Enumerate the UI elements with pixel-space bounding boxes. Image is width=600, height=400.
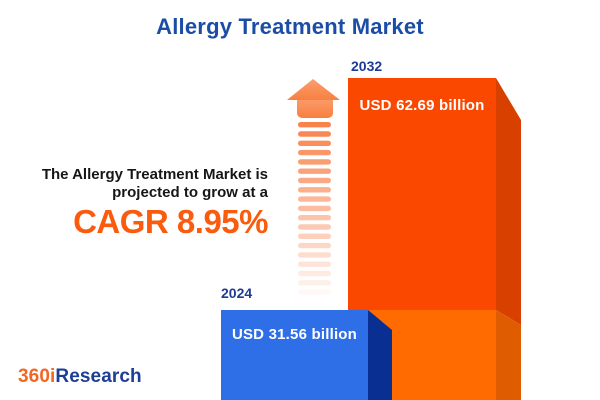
growth-arrow-stripe xyxy=(298,149,331,156)
bar-2024-year-label: 2024 xyxy=(221,285,253,301)
growth-arrow-stripe xyxy=(298,261,331,267)
growth-arrow-stripe xyxy=(298,122,331,128)
growth-arrow-stripe xyxy=(298,242,331,249)
growth-arrow-icon xyxy=(287,79,340,295)
bar-2024-value-label: USD 31.56 billion xyxy=(231,326,358,343)
brand-logo: 360iResearch xyxy=(18,366,142,388)
bar-2024-front xyxy=(221,310,368,400)
growth-arrow-stripe xyxy=(298,252,331,258)
bar-2032-year-label: 2032 xyxy=(351,58,383,74)
growth-arrow-stripe xyxy=(298,159,331,165)
cagr-highlight: CAGR 8.95% xyxy=(73,203,268,240)
growth-arrow-stripe xyxy=(298,224,331,230)
bar-2032-side-lower xyxy=(496,310,521,400)
annotation-line-1: The Allergy Treatment Market is xyxy=(41,166,268,183)
bar-2032-value-label: USD 62.69 billion xyxy=(359,97,485,114)
growth-annotation: The Allergy Treatment Market is projecte… xyxy=(30,166,269,240)
growth-arrow-stripe xyxy=(298,270,331,277)
growth-arrow-stripe xyxy=(298,177,331,184)
bar-2032 xyxy=(348,78,521,400)
bar-2024-side xyxy=(368,310,392,400)
growth-arrow-head xyxy=(287,79,340,100)
growth-arrow-stripe xyxy=(298,196,331,202)
growth-arrow-stripe xyxy=(298,233,331,239)
bar-2032-side-upper xyxy=(496,78,521,325)
brand-logo-prefix: 360i xyxy=(18,366,56,387)
page-title: Allergy Treatment Market xyxy=(156,14,424,39)
brand-logo-suffix: Research xyxy=(55,366,142,387)
bar-2032-front-upper xyxy=(348,78,496,310)
growth-arrow-stripe xyxy=(298,131,331,137)
growth-arrow-stripe xyxy=(298,205,331,212)
growth-arrow-stripe xyxy=(298,187,331,193)
annotation-line-2: projected to grow at a xyxy=(112,184,268,201)
growth-arrow-stripes xyxy=(298,122,331,295)
growth-arrow-stripe xyxy=(298,215,331,221)
growth-arrow-stripe xyxy=(298,280,331,286)
growth-arrow-stripe xyxy=(298,168,331,174)
growth-arrow-stripe xyxy=(298,289,331,295)
bar-2024 xyxy=(221,310,392,400)
growth-arrow-stripe xyxy=(298,140,331,146)
growth-arrow-neck xyxy=(297,96,333,118)
